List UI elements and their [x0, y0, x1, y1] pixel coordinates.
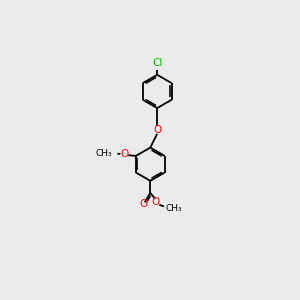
Text: CH₃: CH₃: [165, 204, 182, 213]
Text: O: O: [152, 197, 160, 208]
Text: Cl: Cl: [152, 58, 162, 68]
Text: O: O: [140, 199, 148, 209]
Text: O: O: [153, 125, 161, 135]
Text: CH₃: CH₃: [96, 149, 112, 158]
Text: O: O: [120, 149, 128, 159]
